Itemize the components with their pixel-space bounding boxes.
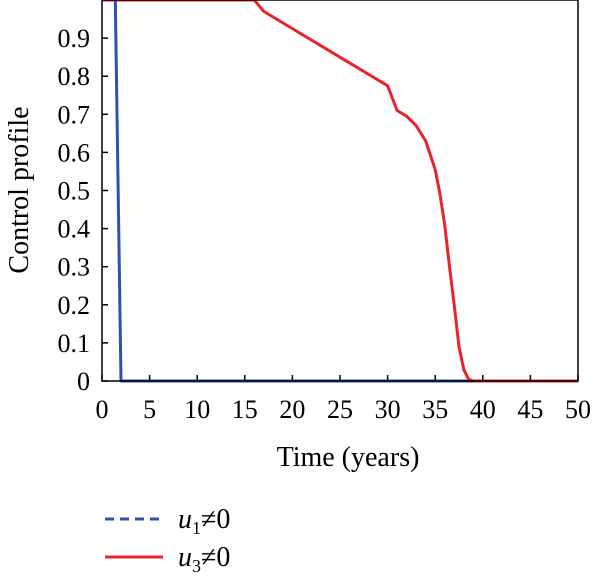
x-tick-label: 10 <box>184 395 210 424</box>
y-tick-label: 0.6 <box>58 138 91 167</box>
series-layer <box>102 0 578 383</box>
y-tick-label: 0.4 <box>58 215 91 244</box>
y-tick-label: 0.8 <box>58 62 91 91</box>
y-tick-label: 0.7 <box>58 100 91 129</box>
x-tick-label: 40 <box>470 395 496 424</box>
y-tick-label: 0.3 <box>58 253 91 282</box>
x-tick-label: 45 <box>517 395 543 424</box>
y-tick-label: 0 <box>77 367 90 396</box>
x-axis: 0 5 10 15 20 25 30 35 40 45 50 <box>96 375 591 424</box>
y-tick-label: 0.5 <box>58 177 91 206</box>
x-tick-label: 30 <box>375 395 401 424</box>
x-tick-label: 35 <box>422 395 448 424</box>
x-tick-label: 5 <box>143 395 156 424</box>
x-axis-title: Time (years) <box>277 442 420 473</box>
x-tick-label: 0 <box>96 395 109 424</box>
y-axis-title: Control profile <box>4 106 35 273</box>
legend-label-2: u3≠0 <box>178 542 230 576</box>
y-axis: 0 0.1 0.2 0.3 0.4 0.5 0.6 0.7 0.8 0.9 <box>58 24 108 396</box>
x-tick-label: 25 <box>327 395 353 424</box>
y-tick-label: 0.1 <box>58 329 91 358</box>
y-tick-label: 0.2 <box>58 291 91 320</box>
legend: u1≠0 u3≠0 <box>105 504 230 576</box>
x-tick-label: 50 <box>565 395 591 424</box>
series-line-2 <box>102 0 578 383</box>
x-tick-label: 15 <box>232 395 258 424</box>
legend-label-1: u1≠0 <box>178 504 230 538</box>
x-tick-label: 20 <box>279 395 305 424</box>
y-tick-label: 0.9 <box>58 24 91 53</box>
